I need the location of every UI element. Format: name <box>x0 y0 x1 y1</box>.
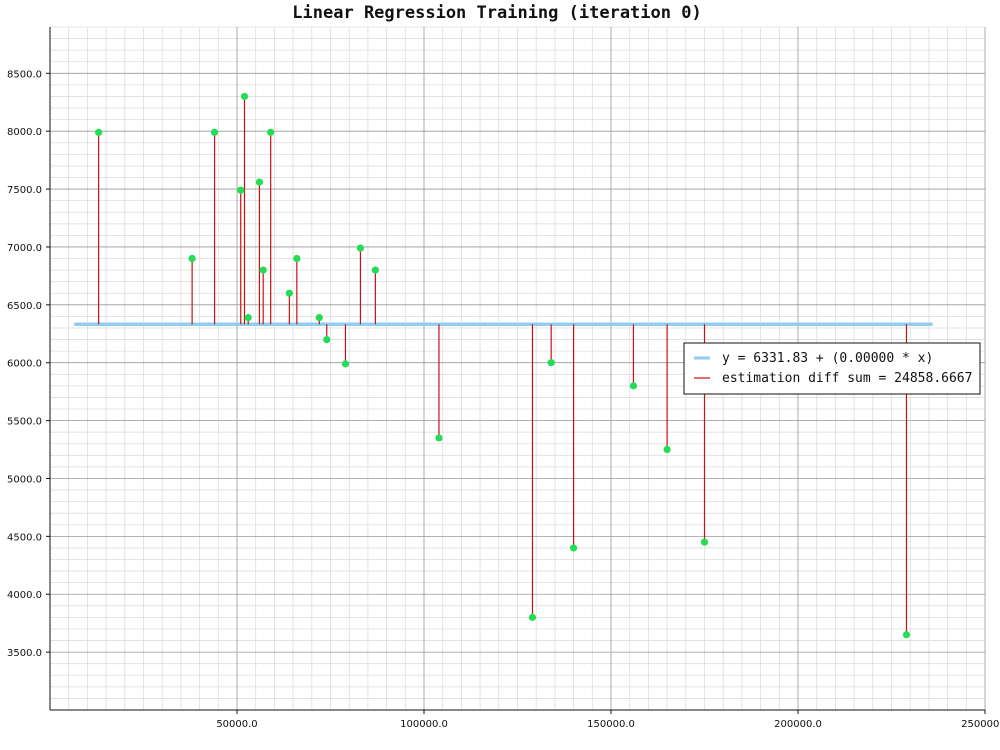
chart-title: Linear Regression Training (iteration 0) <box>292 3 701 23</box>
x-tick-label: 200000.0 <box>774 719 822 730</box>
data-point <box>323 335 331 344</box>
data-point <box>700 538 709 546</box>
data-point <box>188 254 196 263</box>
y-ticks: 3500.0 4000.0 4500.0 5000.0 5500.0 6000.0 6500… <box>7 69 50 659</box>
data-point <box>315 313 323 322</box>
data-point <box>285 289 293 297</box>
y-tick-label: 7000.0 <box>7 243 42 254</box>
x-tick-label: 100000.0 <box>400 719 448 730</box>
data-point <box>259 266 267 274</box>
y-tick-label: 5500.0 <box>7 417 42 428</box>
y-tick-label: 8500.0 <box>7 69 42 80</box>
legend: y = 6331.83 + (0.00000 * x) estimation d… <box>683 342 981 395</box>
data-point <box>267 128 275 136</box>
y-tick-label: 7500.0 <box>7 185 42 196</box>
data-point <box>210 128 219 136</box>
y-tick-label: 6000.0 <box>7 359 42 370</box>
data-point <box>528 613 537 621</box>
legend-label-regression: y = 6331.83 + (0.00000 * x) <box>722 351 933 366</box>
y-tick-label: 8000.0 <box>7 127 42 138</box>
data-point <box>663 445 671 454</box>
data-point <box>95 128 103 136</box>
data-point <box>435 434 443 442</box>
legend-label-residual: estimation diff sum = 24858.6667 <box>722 371 972 386</box>
axes <box>49 27 985 711</box>
y-tick-label: 3500.0 <box>7 648 42 659</box>
data-point <box>371 266 379 274</box>
x-ticks: 50000.0 100000.0 150000.0 200000.0 250000.0 <box>216 710 1000 730</box>
x-tick-label: 150000.0 <box>587 719 635 730</box>
y-tick-label: 5000.0 <box>7 474 42 485</box>
data-point <box>341 360 350 368</box>
points-layer <box>95 92 911 639</box>
data-point <box>902 631 911 639</box>
y-tick-label: 4500.0 <box>7 532 42 543</box>
x-tick-label: 50000.0 <box>216 719 257 730</box>
y-tick-label: 6500.0 <box>7 301 42 312</box>
grid <box>50 26 986 710</box>
data-point <box>237 186 245 194</box>
data-point <box>547 359 555 367</box>
data-point <box>240 92 249 101</box>
data-point <box>356 244 365 252</box>
data-point <box>570 544 578 552</box>
data-point <box>629 382 638 390</box>
data-point <box>255 178 264 186</box>
data-point <box>244 313 252 322</box>
legend-box <box>683 342 981 395</box>
x-tick-label: 250000.0 <box>961 719 1000 730</box>
residuals-layer <box>98 96 908 635</box>
data-point <box>293 254 301 263</box>
y-tick-label: 4000.0 <box>7 590 42 601</box>
